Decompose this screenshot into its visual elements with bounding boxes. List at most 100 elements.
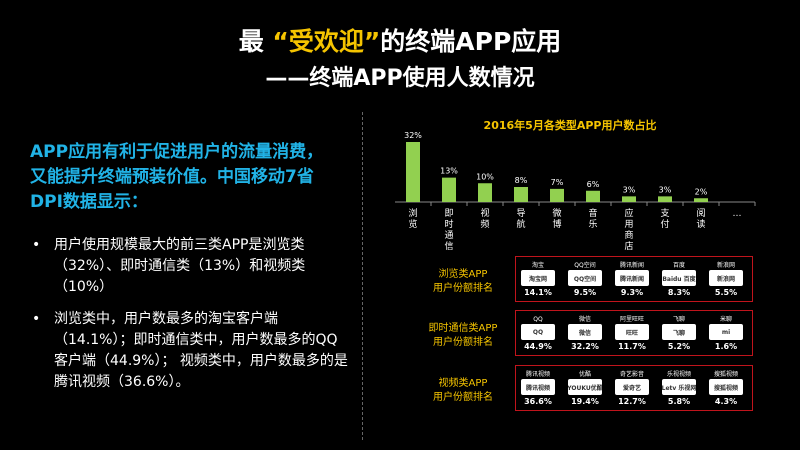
app-logo: 淘宝网 — [521, 270, 555, 286]
app-name: 新浪网 — [716, 262, 735, 269]
bar — [478, 183, 492, 202]
app-cell: 腾讯视频 腾讯视频 36.6% — [520, 371, 556, 406]
app-logo: 微信 — [568, 324, 602, 340]
app-share: 32.2% — [571, 342, 599, 351]
page-title: 最 “受欢迎”的终端APP应用 — [0, 22, 800, 58]
bar-value-label: 2% — [695, 187, 708, 196]
app-cell: 腾讯新闻 腾讯新闻 9.3% — [614, 262, 650, 297]
app-cell: 优酷 YOUKU优酷 19.4% — [567, 371, 603, 406]
app-name: 腾讯新闻 — [619, 262, 644, 269]
bullet-item: 浏览类中，用户数最多的淘宝客户端（14.1%）；即时通信类中，用户数最多的QQ客… — [30, 309, 350, 393]
bar-value-label: 3% — [659, 185, 672, 194]
category-tick-label: 浏览 — [408, 207, 417, 230]
app-name: QQ — [533, 316, 543, 323]
bar — [622, 196, 636, 202]
category-tick-label: 音乐 — [588, 207, 597, 230]
app-cell: QQ QQ 44.9% — [520, 316, 556, 351]
app-cell: 阿里旺旺 旺旺 11.7% — [614, 316, 650, 351]
bar — [550, 188, 564, 202]
app-name: 优酷 — [578, 371, 591, 378]
title-suffix: 的终端APP应用 — [380, 27, 562, 56]
app-share: 12.7% — [618, 397, 646, 406]
app-share: 9.5% — [573, 288, 597, 297]
app-name: 阿里旺旺 — [619, 316, 644, 323]
app-cell: 搜狐视频 搜狐视频 4.3% — [708, 371, 744, 406]
app-logo: YOUKU优酷 — [568, 379, 602, 395]
category-tick-label: … — [733, 209, 742, 219]
app-cell: 米聊 mi 1.6% — [708, 316, 744, 351]
app-cell: 微信 微信 32.2% — [567, 316, 603, 351]
app-name: 微信 — [578, 316, 591, 323]
video-rank-label: 视频类APP 用户份额排名 — [418, 377, 508, 405]
app-name: 腾讯视频 — [525, 371, 550, 378]
app-category-bar-chart: 32% 浏览 13% 即时通信 10% 视频 8% 导航 7% 微博 6% 音乐 3% 应用商店 3% 支付 2… — [395, 131, 756, 252]
app-name: 飞聊 — [672, 316, 685, 323]
rank-label-line: 用户份额排名 — [433, 337, 493, 348]
app-share: 5.8% — [667, 397, 691, 406]
category-tick-label: 支付 — [660, 207, 669, 230]
bar-value-label: 8% — [515, 176, 528, 185]
bar — [406, 142, 420, 202]
browse-rank-label: 浏览类APP 用户份额排名 — [418, 268, 508, 296]
bullet-list: 用户使用规模最大的前三类APP是浏览类（32%）、即时通信类（13%）和视频类（… — [30, 235, 350, 404]
app-share: 9.3% — [620, 288, 644, 297]
app-logo: Baidu 百度 — [662, 270, 696, 286]
app-logo: 腾讯新闻 — [615, 270, 649, 286]
title-prefix: 最 — [238, 27, 273, 56]
bar — [658, 196, 672, 202]
category-tick-label: 导航 — [516, 208, 525, 230]
app-logo: QQ空间 — [568, 270, 602, 286]
im-rank-box: QQ QQ 44.9% 微信 微信 32.2% 阿里旺旺 旺旺 11.7% 飞聊 飞聊 5.2%… — [515, 310, 753, 356]
title-highlight: “受欢迎” — [272, 27, 381, 56]
app-share: 5.5% — [714, 288, 738, 297]
bar-value-label: 10% — [476, 172, 494, 181]
rank-label-line: 浏览类APP — [438, 269, 488, 280]
app-name: 百度 — [672, 262, 685, 269]
app-name: 奇艺影音 — [619, 371, 644, 378]
video-rank-box: 腾讯视频 腾讯视频 36.6% 优酷 YOUKU优酷 19.4% 奇艺影音 爱奇艺 12.7… — [515, 365, 753, 411]
app-share: 36.6% — [524, 397, 552, 406]
bar — [694, 198, 708, 202]
app-logo: mi — [709, 324, 743, 340]
rank-label-line: 用户份额排名 — [433, 283, 493, 294]
app-logo: Letv 乐视网 — [662, 379, 696, 395]
app-share: 14.1% — [524, 288, 552, 297]
app-name: 淘宝 — [531, 262, 544, 269]
bar — [586, 190, 600, 202]
app-share: 44.9% — [524, 342, 552, 351]
app-cell: 新浪网 新浪网 5.5% — [708, 262, 744, 297]
app-cell: 淘宝 淘宝网 14.1% — [520, 262, 556, 297]
app-share: 5.2% — [667, 342, 691, 351]
app-name: 乐视视频 — [666, 371, 691, 378]
category-tick-label: 阅读 — [696, 208, 705, 230]
app-cell: QQ空间 QQ空间 9.5% — [567, 262, 603, 297]
intro-text: APP应用有利于促进用户的流量消费，又能提升终端预装价值。中国移动7省DPI数据… — [30, 142, 324, 212]
category-tick-label: 即时通信 — [444, 208, 453, 252]
app-logo: 旺旺 — [615, 324, 649, 340]
rank-label-line: 视频类APP — [438, 378, 488, 389]
app-logo: QQ — [521, 324, 555, 340]
app-share: 1.6% — [714, 342, 738, 351]
category-tick-label: 应用商店 — [624, 207, 633, 252]
app-share: 11.7% — [618, 342, 646, 351]
bar-value-label: 3% — [623, 185, 636, 194]
app-logo: 新浪网 — [709, 270, 743, 286]
chart-title: 2016年5月各类型APP用户数占比 — [483, 119, 657, 132]
app-logo: 搜狐视频 — [709, 379, 743, 395]
app-cell: 奇艺影音 爱奇艺 12.7% — [614, 371, 650, 406]
im-rank-label: 即时通信类APP 用户份额排名 — [418, 322, 508, 350]
page-subtitle: ——终端APP使用人数情况 — [265, 66, 535, 91]
app-name: QQ空间 — [574, 262, 596, 269]
app-share: 19.4% — [571, 397, 599, 406]
bar-value-label: 13% — [440, 167, 458, 176]
bar — [514, 187, 528, 202]
app-cell: 百度 Baidu 百度 8.3% — [661, 262, 697, 297]
app-share: 4.3% — [714, 397, 738, 406]
bullet-item: 用户使用规模最大的前三类APP是浏览类（32%）、即时通信类（13%）和视频类（… — [30, 235, 350, 298]
app-name: 搜狐视频 — [713, 371, 738, 378]
category-tick-label: 视频 — [480, 207, 489, 230]
app-share: 8.3% — [667, 288, 691, 297]
category-tick-label: 微博 — [552, 207, 561, 230]
app-logo: 爱奇艺 — [615, 379, 649, 395]
bar-value-label: 6% — [587, 180, 600, 189]
